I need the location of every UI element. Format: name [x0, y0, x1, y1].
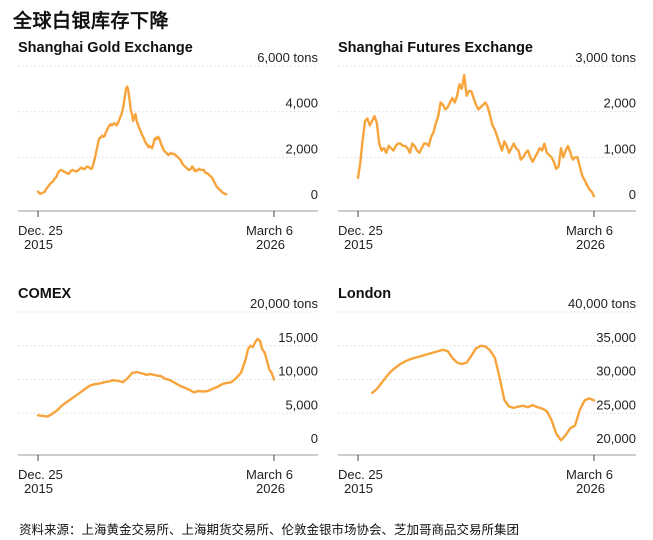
y-tick-label: 20,000 tons: [250, 296, 318, 311]
y-tick-label: 15,000: [278, 330, 318, 345]
chart-shanghai-futures-exchange: Shanghai Futures Exchange 3,000 tons 2,000…: [338, 40, 636, 252]
series-line: [36, 85, 228, 196]
series-line: [356, 73, 596, 198]
y-tick-label: 40,000 tons: [568, 296, 636, 311]
x-tick-label: Dec. 25: [18, 223, 63, 238]
y-tick-label: 1,000: [603, 141, 636, 156]
y-tick-label: 10,000: [278, 364, 318, 379]
chart-shanghai-gold-exchange: Shanghai Gold Exchange 6,000 tons 4,000 2,0…: [18, 40, 318, 252]
x-tick-label: 2026: [256, 481, 285, 496]
page-title: 全球白银库存下降: [13, 11, 170, 32]
y-tick-label: 6,000 tons: [257, 50, 318, 65]
x-tick-label: March 6: [246, 467, 293, 482]
chart-title: Shanghai Futures Exchange: [338, 40, 533, 56]
x-tick-label: March 6: [566, 467, 613, 482]
x-tick-label: 2015: [344, 481, 373, 496]
x-tick-label: March 6: [566, 223, 613, 238]
y-tick-label: 0: [629, 187, 636, 202]
x-tick-label: Dec. 25: [18, 467, 63, 482]
y-tick-label: 2,000: [603, 96, 636, 111]
y-tick-label: 4,000: [285, 96, 318, 111]
chart-london: London 40,000 tons 35,000 30,000 25,000 20,00…: [338, 286, 636, 496]
y-tick-label: 35,000: [596, 330, 636, 345]
x-tick-label: 2026: [256, 237, 285, 252]
chart-title: London: [338, 286, 391, 302]
x-tick-label: Dec. 25: [338, 223, 383, 238]
y-tick-label: 25,000: [596, 397, 636, 412]
chart-comex: COMEX 20,000 tons 15,000 10,000 5,000 0 Dec. 2…: [18, 286, 318, 496]
x-tick-label: 2015: [24, 237, 53, 252]
y-tick-label: 3,000 tons: [575, 50, 636, 65]
y-tick-label: 5,000: [285, 397, 318, 412]
x-tick-label: 2026: [576, 481, 605, 496]
series-line: [36, 337, 276, 418]
x-tick-label: 2026: [576, 237, 605, 252]
y-tick-label: 0: [311, 187, 318, 202]
y-tick-label: 30,000: [596, 364, 636, 379]
chart-title: Shanghai Gold Exchange: [18, 40, 193, 56]
y-tick-label: 2,000: [285, 141, 318, 156]
x-tick-label: March 6: [246, 223, 293, 238]
y-tick-label: 0: [311, 431, 318, 446]
chart-title: COMEX: [18, 286, 72, 302]
series-line: [371, 344, 596, 442]
y-tick-label: 20,000: [596, 431, 636, 446]
source-note: 资料来源：上海黄金交易所、上海期货交易所、伦敦金银市场协会、芝加哥商品交易所集团: [19, 523, 520, 537]
x-tick-label: Dec. 25: [338, 467, 383, 482]
x-tick-label: 2015: [24, 481, 53, 496]
x-tick-label: 2015: [344, 237, 373, 252]
